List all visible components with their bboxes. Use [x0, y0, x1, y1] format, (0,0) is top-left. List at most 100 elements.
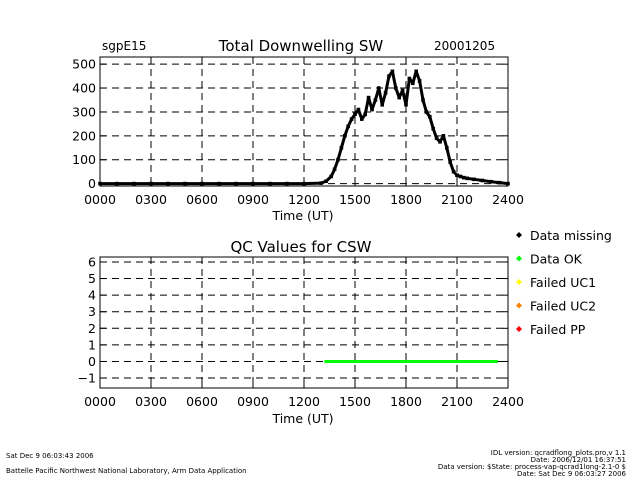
footer-idl-version: IDL version: qcradflong_plots.pro,v 1.1 [491, 449, 626, 457]
site-label: sgpE15 [102, 39, 146, 53]
chart2-xtick-label: 0600 [186, 394, 218, 409]
chart1-ytick-label: 300 [72, 104, 96, 119]
legend-label: Failed PP [530, 322, 586, 337]
chart1-data-point [394, 86, 398, 90]
chart1-data-point [356, 107, 361, 112]
chart1-y-ticks: 0 100 200 300 400 500 [72, 57, 508, 191]
chart1-data-point [448, 160, 452, 164]
chart1-data-point [438, 140, 442, 144]
footer-idl-date: Date: 2006/12/01 16:37:51 [531, 456, 626, 464]
chart1-data-point [166, 181, 170, 186]
date-label: 20001205 [434, 39, 495, 53]
chart1-data-point [360, 117, 364, 121]
chart1-data-point [434, 136, 439, 141]
chart1-xtick-label: 0600 [186, 192, 218, 207]
chart1-data-point [380, 102, 384, 107]
chart1-data-point [387, 74, 391, 78]
chart1-data-point [329, 174, 333, 179]
chart2-ytick-label: 2 [88, 321, 96, 336]
chart1-data-point [441, 134, 446, 138]
chart1-ytick-label: 400 [72, 81, 96, 96]
chart2-xtick-label: 1200 [288, 394, 320, 409]
chart1-data-point [397, 95, 401, 100]
chart1-data-point [373, 98, 378, 102]
chart1-xtick-label: 0300 [135, 192, 167, 207]
chart1-data-point [234, 181, 238, 186]
chart1-grid [100, 57, 508, 186]
legend-label: Data OK [530, 252, 583, 267]
chart1-data-point [377, 86, 381, 90]
chart1-data-point [390, 69, 395, 74]
chart1-title: Total Downwelling SW [218, 37, 384, 55]
chart1-data-point [217, 181, 221, 186]
chart-total-downwelling-sw: Total Downwelling SW 0 100 200 300 400 500 00… [72, 37, 524, 223]
legend-marker-icon [516, 279, 522, 285]
chart2-xtick-label: 0900 [237, 394, 269, 409]
chart1-data-point [431, 126, 435, 131]
chart1-data-point [472, 177, 476, 182]
legend-label: Failed UC2 [530, 299, 596, 314]
chart2-title: QC Values for CSW [230, 238, 371, 256]
chart1-xtick-label: 0000 [84, 192, 116, 207]
chart1-marks [98, 69, 510, 186]
legend-marker-icon [516, 255, 522, 262]
chart1-xlabel: Time (UT) [271, 208, 333, 223]
footer-data-date: Date: Sat Dec 9 06:03:27 2006 [517, 470, 626, 478]
chart2-xtick-label: 1800 [390, 394, 422, 409]
legend-marker-icon [516, 302, 522, 309]
chart2-xtick-label: 2400 [492, 394, 524, 409]
chart1-data-point [458, 174, 463, 179]
chart1-data-point [324, 179, 328, 184]
chart1-xtick-label: 2100 [441, 192, 473, 207]
chart1-data-point [411, 81, 415, 86]
chart1-data-point [285, 181, 289, 186]
chart2-grid [100, 257, 508, 388]
chart2-ytick-label: 1 [88, 337, 96, 352]
chart1-data-point [332, 167, 337, 172]
chart2-ytick-label: 3 [88, 304, 96, 319]
chart1-data-point [336, 157, 340, 162]
chart2-xtick-label: 0000 [84, 394, 116, 409]
chart2-ytick-label: 4 [88, 288, 96, 303]
chart1-x-ticks: 0000 0300 0600 0900 1200 1500 1800 2100 2400 [84, 180, 524, 207]
chart2-ytick-label: 6 [88, 254, 96, 269]
chart1-ytick-label: 200 [72, 128, 96, 143]
chart1-data-point [465, 176, 469, 181]
chart2-ytick-label: −1 [78, 371, 96, 386]
chart1-data-point [383, 91, 388, 95]
chart1-data-point [462, 175, 466, 180]
legend-label: Data missing [530, 228, 612, 243]
chart1-data-point [428, 114, 432, 119]
chart1-data-point [343, 134, 347, 138]
chart1-ytick-label: 500 [72, 57, 96, 72]
chart1-data-point [455, 173, 459, 178]
chart1-data-point [404, 102, 408, 107]
chart1-xtick-label: 0900 [237, 192, 269, 207]
chart1-xtick-label: 1800 [390, 192, 422, 207]
chart1-data-point [268, 181, 272, 186]
chart1-data-point [400, 88, 405, 93]
chart2-ytick-label: 5 [88, 271, 96, 286]
chart1-xtick-label: 2400 [492, 192, 524, 207]
legend: Data missing Data OK Failed UC1 Failed UC2 F… [516, 228, 612, 337]
chart1-xtick-label: 1200 [288, 192, 320, 207]
chart1-data-point [414, 69, 418, 74]
footer-timestamp: Sat Dec 9 06:03:43 2006 [6, 452, 94, 460]
chart2-ytick-label: 0 [88, 354, 96, 369]
chart1-data-point [183, 181, 187, 186]
chart1-data-point [451, 169, 456, 174]
chart2-x-ticks: 0000 0300 0600 0900 1200 1500 1800 2100 2400 [84, 382, 524, 409]
chart1-data-point [407, 76, 412, 81]
chart1-data-point [132, 181, 136, 186]
footer-data-version: Data version: $State: process-vap-qcrad1… [438, 463, 626, 471]
chart1-data-point [346, 124, 350, 129]
chart1-ytick-label: 0 [88, 176, 96, 191]
chart1-data-point [480, 178, 485, 183]
chart1-xtick-label: 1500 [339, 192, 371, 207]
legend-marker-icon [516, 232, 522, 238]
chart1-data-point [353, 112, 357, 117]
chart1-data-point [363, 112, 367, 117]
